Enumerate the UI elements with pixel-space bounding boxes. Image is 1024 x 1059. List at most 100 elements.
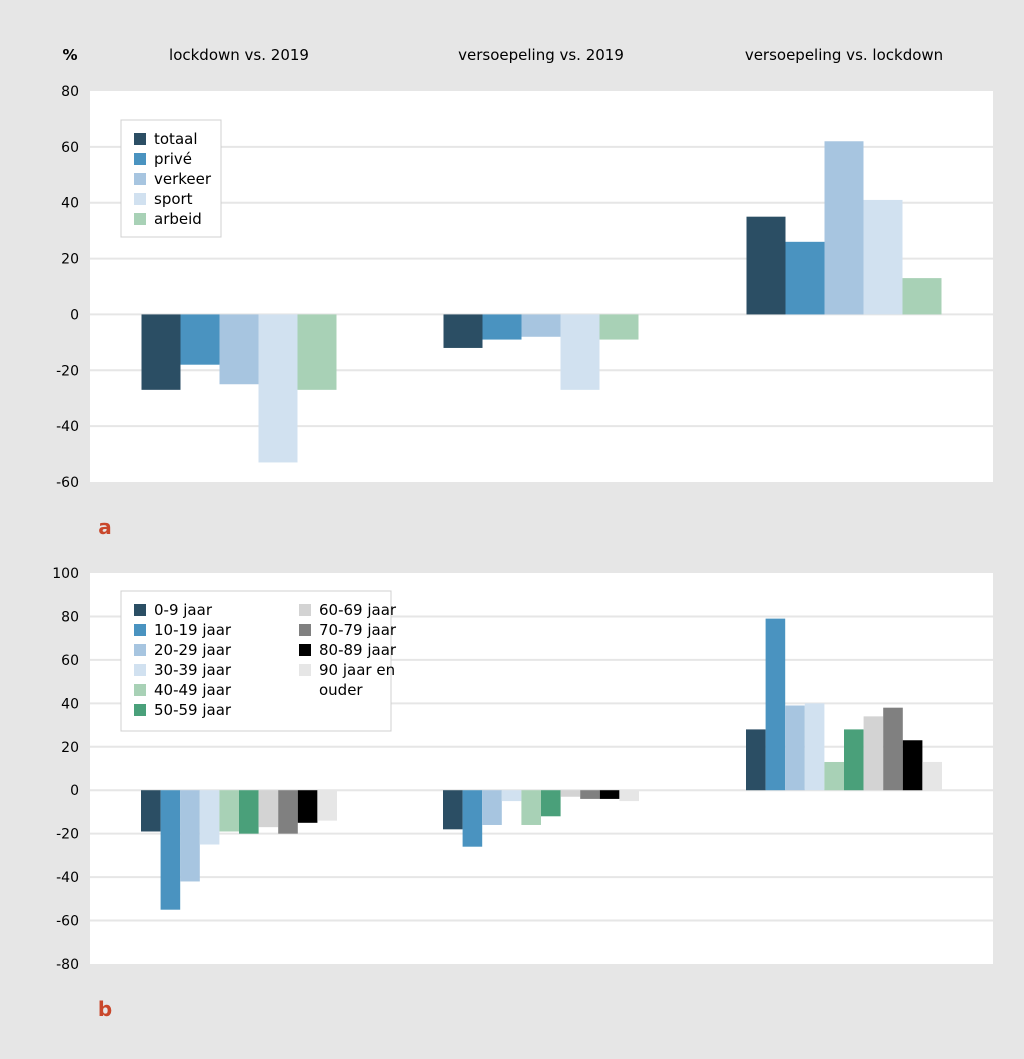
bar-60-69-jaar-0 [258,790,279,828]
bar-60-69-jaar-1 [560,790,581,797]
bar-20-29-jaar-2 [785,705,805,791]
legend-swatch [134,173,146,185]
panel-label: b [98,997,112,1021]
y-tick-label: -60 [56,475,79,491]
legend-label: verkeer [154,170,212,188]
y-tick-label: -40 [56,870,79,886]
bar-90-jaar-en-ouder-1 [619,790,639,802]
bar-80-89-jaar-2 [902,740,923,791]
bar-70-79-jaar-2 [883,707,903,791]
legend-label: 30-39 jaar [154,661,232,679]
bar-verkeer-1 [521,314,561,337]
bar-sport-1 [560,314,600,390]
bar-verkeer-0 [219,314,259,385]
bar-70-79-jaar-0 [278,790,298,834]
bar-prive-1 [482,314,522,340]
bar-0-9-jaar-1 [443,790,463,830]
y-tick-label: 60 [61,653,79,669]
legend-swatch [134,644,146,656]
y-tick-label: -60 [56,914,79,930]
bar-prive-0 [180,314,220,365]
legend-swatch [299,604,311,616]
y-tick-label: 0 [70,783,79,799]
y-tick-label: 20 [61,740,79,756]
legend-label: 80-89 jaar [319,641,397,659]
bar-50-59-jaar-1 [541,790,561,817]
y-tick-label: 60 [61,140,79,156]
panel-b: 100 80 60 40 20 0 -20 -40 -60 -80 0-9 jaar 10-19 ja… [52,566,993,1021]
legend-swatch [299,644,311,656]
legend-label: 50-59 jaar [154,701,232,719]
bar-70-79-jaar-1 [580,790,600,799]
bar-arbeid-2 [902,278,942,315]
bar-10-19-jaar-2 [765,618,786,791]
bar-30-39-jaar-1 [501,790,522,802]
legend-label: 70-79 jaar [319,621,397,639]
bar-0-9-jaar-2 [746,729,766,791]
bar-arbeid-1 [599,314,639,340]
y-tick-label: 80 [61,84,79,100]
y-tick-label: 100 [52,566,79,582]
legend-swatch [134,133,146,145]
bar-40-49-jaar-1 [521,790,541,825]
y-tick-label: -40 [56,419,79,435]
bar-30-39-jaar-0 [199,790,220,845]
y-tick-label: 40 [61,196,79,212]
legend-swatch [134,153,146,165]
bar-30-39-jaar-2 [804,703,825,791]
legend-label: 40-49 jaar [154,681,232,699]
legend-swatch [134,704,146,716]
bar-20-29-jaar-1 [482,790,502,825]
y-tick-label: 0 [70,307,79,323]
legend-label: totaal [154,130,198,148]
group-title-lockdown: lockdown vs. 2019 [169,46,309,64]
legend-swatch [134,684,146,696]
legend-label: ouder [319,681,363,699]
y-unit-label: % [62,46,77,64]
group-title-versoepeling-2019: versoepeling vs. 2019 [458,46,624,64]
bar-90-jaar-en-ouder-0 [317,790,337,821]
bar-80-89-jaar-0 [297,790,318,823]
legend-label: 10-19 jaar [154,621,232,639]
y-tick-label: -20 [56,827,79,843]
bar-40-49-jaar-0 [219,790,239,832]
bar-50-59-jaar-2 [844,729,864,791]
bar-60-69-jaar-2 [863,716,884,791]
legend-label: sport [154,190,193,208]
bar-sport-0 [258,314,298,463]
group-title-versoepeling-lockdown: versoepeling vs. lockdown [745,46,943,64]
legend-label: 0-9 jaar [154,601,213,619]
bar-10-19-jaar-0 [160,790,181,910]
y-tick-label: -80 [56,957,79,973]
legend-swatch [134,664,146,676]
y-tick-label: 80 [61,609,79,625]
legend-label: arbeid [154,210,202,228]
panel-label: a [98,515,112,539]
legend-label: privé [154,150,192,168]
legend-swatch [134,213,146,225]
y-tick-label: 40 [61,696,79,712]
legend-swatch [299,624,311,636]
legend-box [120,590,392,732]
bar-totaal-1 [443,314,483,348]
bar-verkeer-2 [824,141,864,315]
bar-40-49-jaar-2 [824,761,844,791]
legend-label: 60-69 jaar [319,601,397,619]
y-tick-label: 20 [61,252,79,268]
bar-totaal-0 [141,314,181,390]
bar-totaal-2 [746,216,786,315]
legend-swatch [134,193,146,205]
bar-10-19-jaar-1 [462,790,483,847]
legend-label: 20-29 jaar [154,641,232,659]
bar-50-59-jaar-0 [239,790,259,834]
legend-swatch [299,664,311,676]
bar-20-29-jaar-0 [180,790,200,882]
panel-a: 80 60 40 20 0 -20 -40 -60 totaal privé verkeer spor… [56,84,993,539]
legend-swatch [134,604,146,616]
bar-90-jaar-en-ouder-2 [922,761,942,791]
legend-swatch [134,624,146,636]
bar-sport-2 [863,199,903,315]
bar-0-9-jaar-0 [141,790,161,832]
legend-label: 90 jaar en [319,661,395,679]
